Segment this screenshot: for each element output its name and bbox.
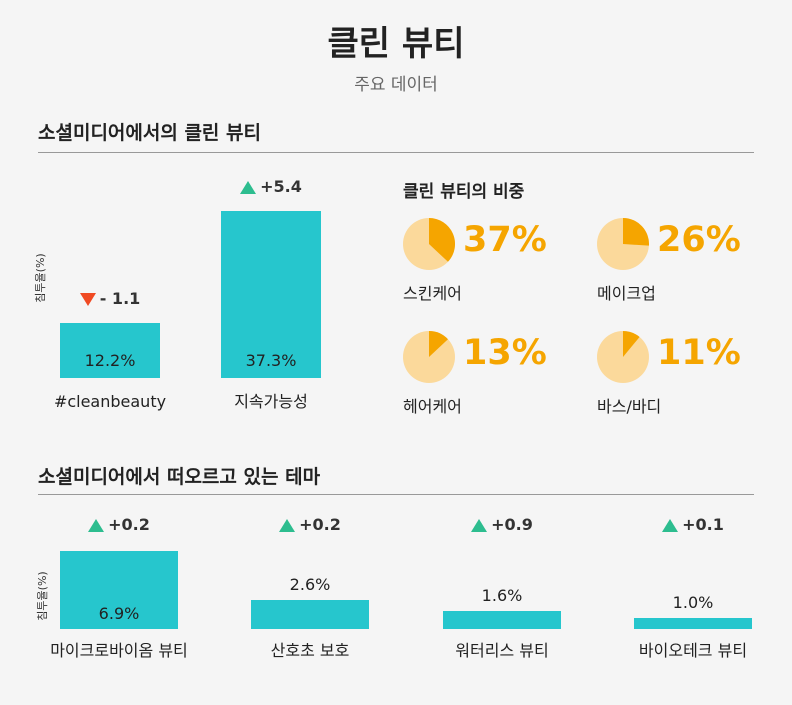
- bar-value-label: 1.6%: [481, 585, 523, 605]
- share-percent: 37%: [463, 220, 547, 260]
- bar: [60, 323, 160, 378]
- bar-value-label: 12.2%: [84, 351, 136, 370]
- category-label: 바이오테크 뷰티: [638, 641, 748, 660]
- pie-chart: [403, 331, 455, 383]
- change-value: +0.9: [491, 515, 533, 534]
- bar: [443, 610, 561, 629]
- bar-value-label: 1.0%: [672, 592, 714, 612]
- section-divider: [38, 494, 754, 495]
- triangle-up-icon: [662, 519, 679, 532]
- share-percent: 11%: [657, 333, 741, 373]
- category-label: 지속가능성: [234, 392, 308, 411]
- change-value: +0.1: [682, 515, 724, 534]
- category-label: 워터리스 뷰티: [455, 641, 549, 660]
- share-category-label: 헤어케어: [403, 397, 462, 416]
- change-value: - 1.1: [99, 289, 141, 309]
- change-value: +0.2: [108, 515, 150, 534]
- pie-chart: [403, 218, 455, 270]
- pie-slice: [429, 218, 455, 262]
- triangle-up-icon: [279, 519, 296, 532]
- triangle-up-icon: [471, 519, 488, 532]
- change-indicator: +5.4: [211, 177, 331, 196]
- y-axis-label: 침투율(%): [34, 253, 47, 303]
- triangle-down-icon: [79, 293, 96, 307]
- page-subtitle: 주요 데이터: [354, 75, 438, 95]
- share-percent: 13%: [463, 333, 547, 373]
- section-title-social-clean-beauty: 소셜미디어에서의 클린 뷰티: [38, 122, 261, 144]
- pie-chart: [597, 218, 649, 270]
- triangle-up-icon: [240, 181, 257, 194]
- change-indicator: +0.9: [442, 515, 562, 534]
- share-chart-title: 클린 뷰티의 비중: [403, 182, 525, 202]
- section-title-rising-themes: 소셜미디어에서 떠오르고 있는 테마: [38, 466, 321, 488]
- share-percent: 26%: [657, 220, 741, 260]
- bar-value-label: 6.9%: [98, 604, 140, 623]
- bar: [60, 551, 178, 629]
- pie-slice: [623, 331, 640, 357]
- pie-slice: [429, 331, 448, 357]
- category-label: 산호초 보호: [270, 641, 350, 660]
- page-title: 클린 뷰티: [327, 24, 465, 64]
- change-indicator: +0.2: [250, 515, 370, 534]
- y-axis-label: 침투율(%): [36, 571, 49, 621]
- category-label: 마이크로바이옴 뷰티: [50, 641, 188, 660]
- section-divider: [38, 152, 754, 153]
- bar: [634, 617, 752, 629]
- share-category-label: 메이크업: [597, 284, 656, 303]
- change-indicator: - 1.1: [50, 289, 170, 308]
- category-label: #cleanbeauty: [53, 392, 167, 411]
- bar: [221, 211, 321, 378]
- triangle-up-icon: [88, 519, 105, 532]
- share-category-label: 스킨케어: [403, 284, 462, 303]
- change-value: +0.2: [299, 515, 341, 534]
- pie-slice: [623, 218, 649, 246]
- share-category-label: 바스/바디: [597, 397, 662, 416]
- bar: [251, 599, 369, 629]
- pie-chart: [597, 331, 649, 383]
- bar-value-label: 37.3%: [245, 351, 297, 370]
- change-value: +5.4: [260, 177, 302, 196]
- change-indicator: +0.1: [633, 515, 753, 534]
- change-indicator: +0.2: [59, 515, 179, 534]
- bar-value-label: 2.6%: [289, 574, 331, 594]
